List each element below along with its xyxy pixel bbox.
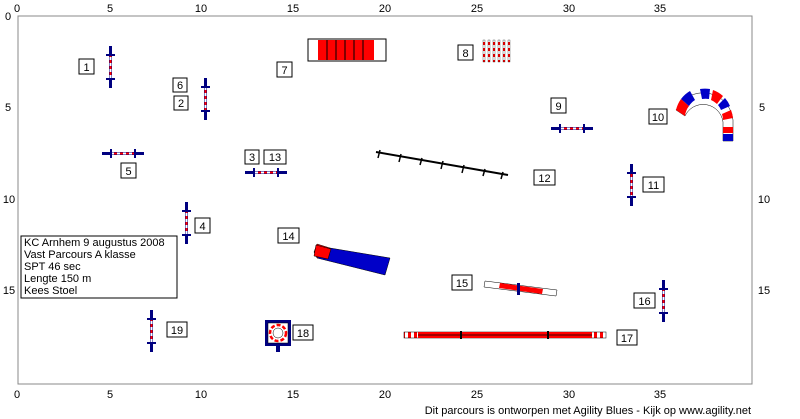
obstacle-10-number: 10 <box>652 112 664 124</box>
info-club-date: KC Arnhem 9 augustus 2008 <box>24 237 165 249</box>
obstacle-12-label: 12 <box>533 169 556 186</box>
obstacle-4-number: 4 <box>199 221 205 233</box>
obstacle-5-jump[interactable] <box>102 149 144 158</box>
obstacle-13-number: 13 <box>269 152 281 164</box>
bottom-tick-15: 15 <box>287 389 299 401</box>
obstacle-3-jump[interactable] <box>245 168 287 177</box>
obstacle-9-number: 9 <box>555 101 561 113</box>
obstacle-17-label: 17 <box>616 329 638 346</box>
obstacle-6-label: 6 <box>172 77 188 93</box>
obstacle-19-jump[interactable] <box>147 310 156 352</box>
bottom-tick-25: 25 <box>471 389 483 401</box>
left-tick-10: 10 <box>3 194 15 206</box>
right-tick-10: 10 <box>758 194 770 206</box>
obstacle-15-number: 15 <box>456 278 468 290</box>
obstacle-15-label: 15 <box>451 274 473 291</box>
obstacle-9-jump[interactable] <box>551 124 593 133</box>
right-tick-5: 5 <box>759 102 765 114</box>
obstacle-1-number: 1 <box>83 62 89 74</box>
obstacle-2-number: 2 <box>178 98 184 110</box>
obstacle-4-label: 4 <box>194 217 211 234</box>
obstacle-3-label: 3 <box>244 149 260 165</box>
top-tick-35: 35 <box>654 3 666 15</box>
top-tick-10: 10 <box>195 3 207 15</box>
obstacle-14-chute[interactable] <box>313 243 391 276</box>
left-tick-15: 15 <box>3 285 15 297</box>
obstacle-5-label: 5 <box>120 162 137 179</box>
info-judge: Kees Stoel <box>24 285 77 297</box>
obstacle-17-dogwalk[interactable] <box>403 331 607 339</box>
obstacle-19-label: 19 <box>166 321 188 338</box>
bottom-tick-20: 20 <box>379 389 391 401</box>
obstacle-6-number: 6 <box>177 80 183 92</box>
obstacle-3-number: 3 <box>249 152 255 164</box>
obstacle-8-weave[interactable] <box>482 39 511 63</box>
obstacle-16-number: 16 <box>638 296 650 308</box>
obstacle-17-number: 17 <box>621 333 633 345</box>
top-tick-20: 20 <box>379 3 391 15</box>
obstacle-18-number: 18 <box>297 328 309 340</box>
top-tick-30: 30 <box>563 3 575 15</box>
obstacle-7-label: 7 <box>276 61 293 78</box>
top-axis: 0 5 10 15 20 25 30 35 <box>14 3 666 15</box>
bottom-axis: 0 5 10 15 20 25 30 35 <box>14 389 666 401</box>
obstacle-15-seesaw[interactable] <box>483 280 558 297</box>
footer-credit: Dit parcours is ontworpen met Agility Bl… <box>425 405 751 417</box>
obstacle-12-weave[interactable] <box>375 149 509 180</box>
bottom-tick-5: 5 <box>107 389 113 401</box>
obstacle-4-jump[interactable] <box>182 202 191 244</box>
obstacle-12-number: 12 <box>538 173 550 185</box>
obstacle-16-jump[interactable] <box>659 280 668 322</box>
info-spt: SPT 46 sec <box>24 261 81 273</box>
top-tick-0: 0 <box>14 3 20 15</box>
field-border <box>17 15 753 385</box>
obstacle-8-label: 8 <box>457 44 474 61</box>
obstacle-1-jump[interactable] <box>106 46 115 88</box>
top-tick-15: 15 <box>287 3 299 15</box>
obstacle-18-tire[interactable] <box>265 320 291 352</box>
obstacle-13-label: 13 <box>263 149 287 165</box>
bottom-tick-10: 10 <box>195 389 207 401</box>
obstacle-2-label: 2 <box>173 95 189 111</box>
obstacle-7-tunnel[interactable] <box>307 38 387 62</box>
bottom-tick-0: 0 <box>14 389 20 401</box>
top-tick-25: 25 <box>471 3 483 15</box>
left-tick-0: 0 <box>5 11 11 23</box>
top-tick-5: 5 <box>107 3 113 15</box>
obstacle-10-label: 10 <box>648 108 668 125</box>
info-course-class: Vast Parcours A klasse <box>24 249 136 261</box>
obstacle-7-number: 7 <box>281 65 287 77</box>
obstacle-11-label: 11 <box>642 176 665 193</box>
right-tick-15: 15 <box>758 285 770 297</box>
left-tick-5: 5 <box>5 102 11 114</box>
obstacle-9-label: 9 <box>550 97 567 114</box>
obstacle-5-number: 5 <box>125 166 131 178</box>
obstacle-10-curved-tunnel[interactable] <box>675 88 734 142</box>
obstacle-14-number: 14 <box>282 231 294 243</box>
info-length: Lengte 150 m <box>24 273 91 285</box>
bottom-tick-30: 30 <box>563 389 575 401</box>
obstacle-2-jump[interactable] <box>201 78 210 120</box>
course-info-box: KC Arnhem 9 augustus 2008 Vast Parcours … <box>20 235 178 299</box>
left-axis: 0 5 10 15 <box>3 11 15 297</box>
obstacle-1-label: 1 <box>78 58 95 75</box>
bottom-tick-35: 35 <box>654 389 666 401</box>
right-axis: 5 10 15 <box>758 102 770 297</box>
obstacle-8-number: 8 <box>462 48 468 60</box>
obstacle-16-label: 16 <box>633 292 656 309</box>
obstacle-11-number: 11 <box>648 180 659 192</box>
obstacle-18-label: 18 <box>292 324 314 341</box>
obstacle-11-jump[interactable] <box>627 164 636 206</box>
obstacle-19-number: 19 <box>171 325 183 337</box>
obstacle-14-label: 14 <box>277 227 300 244</box>
